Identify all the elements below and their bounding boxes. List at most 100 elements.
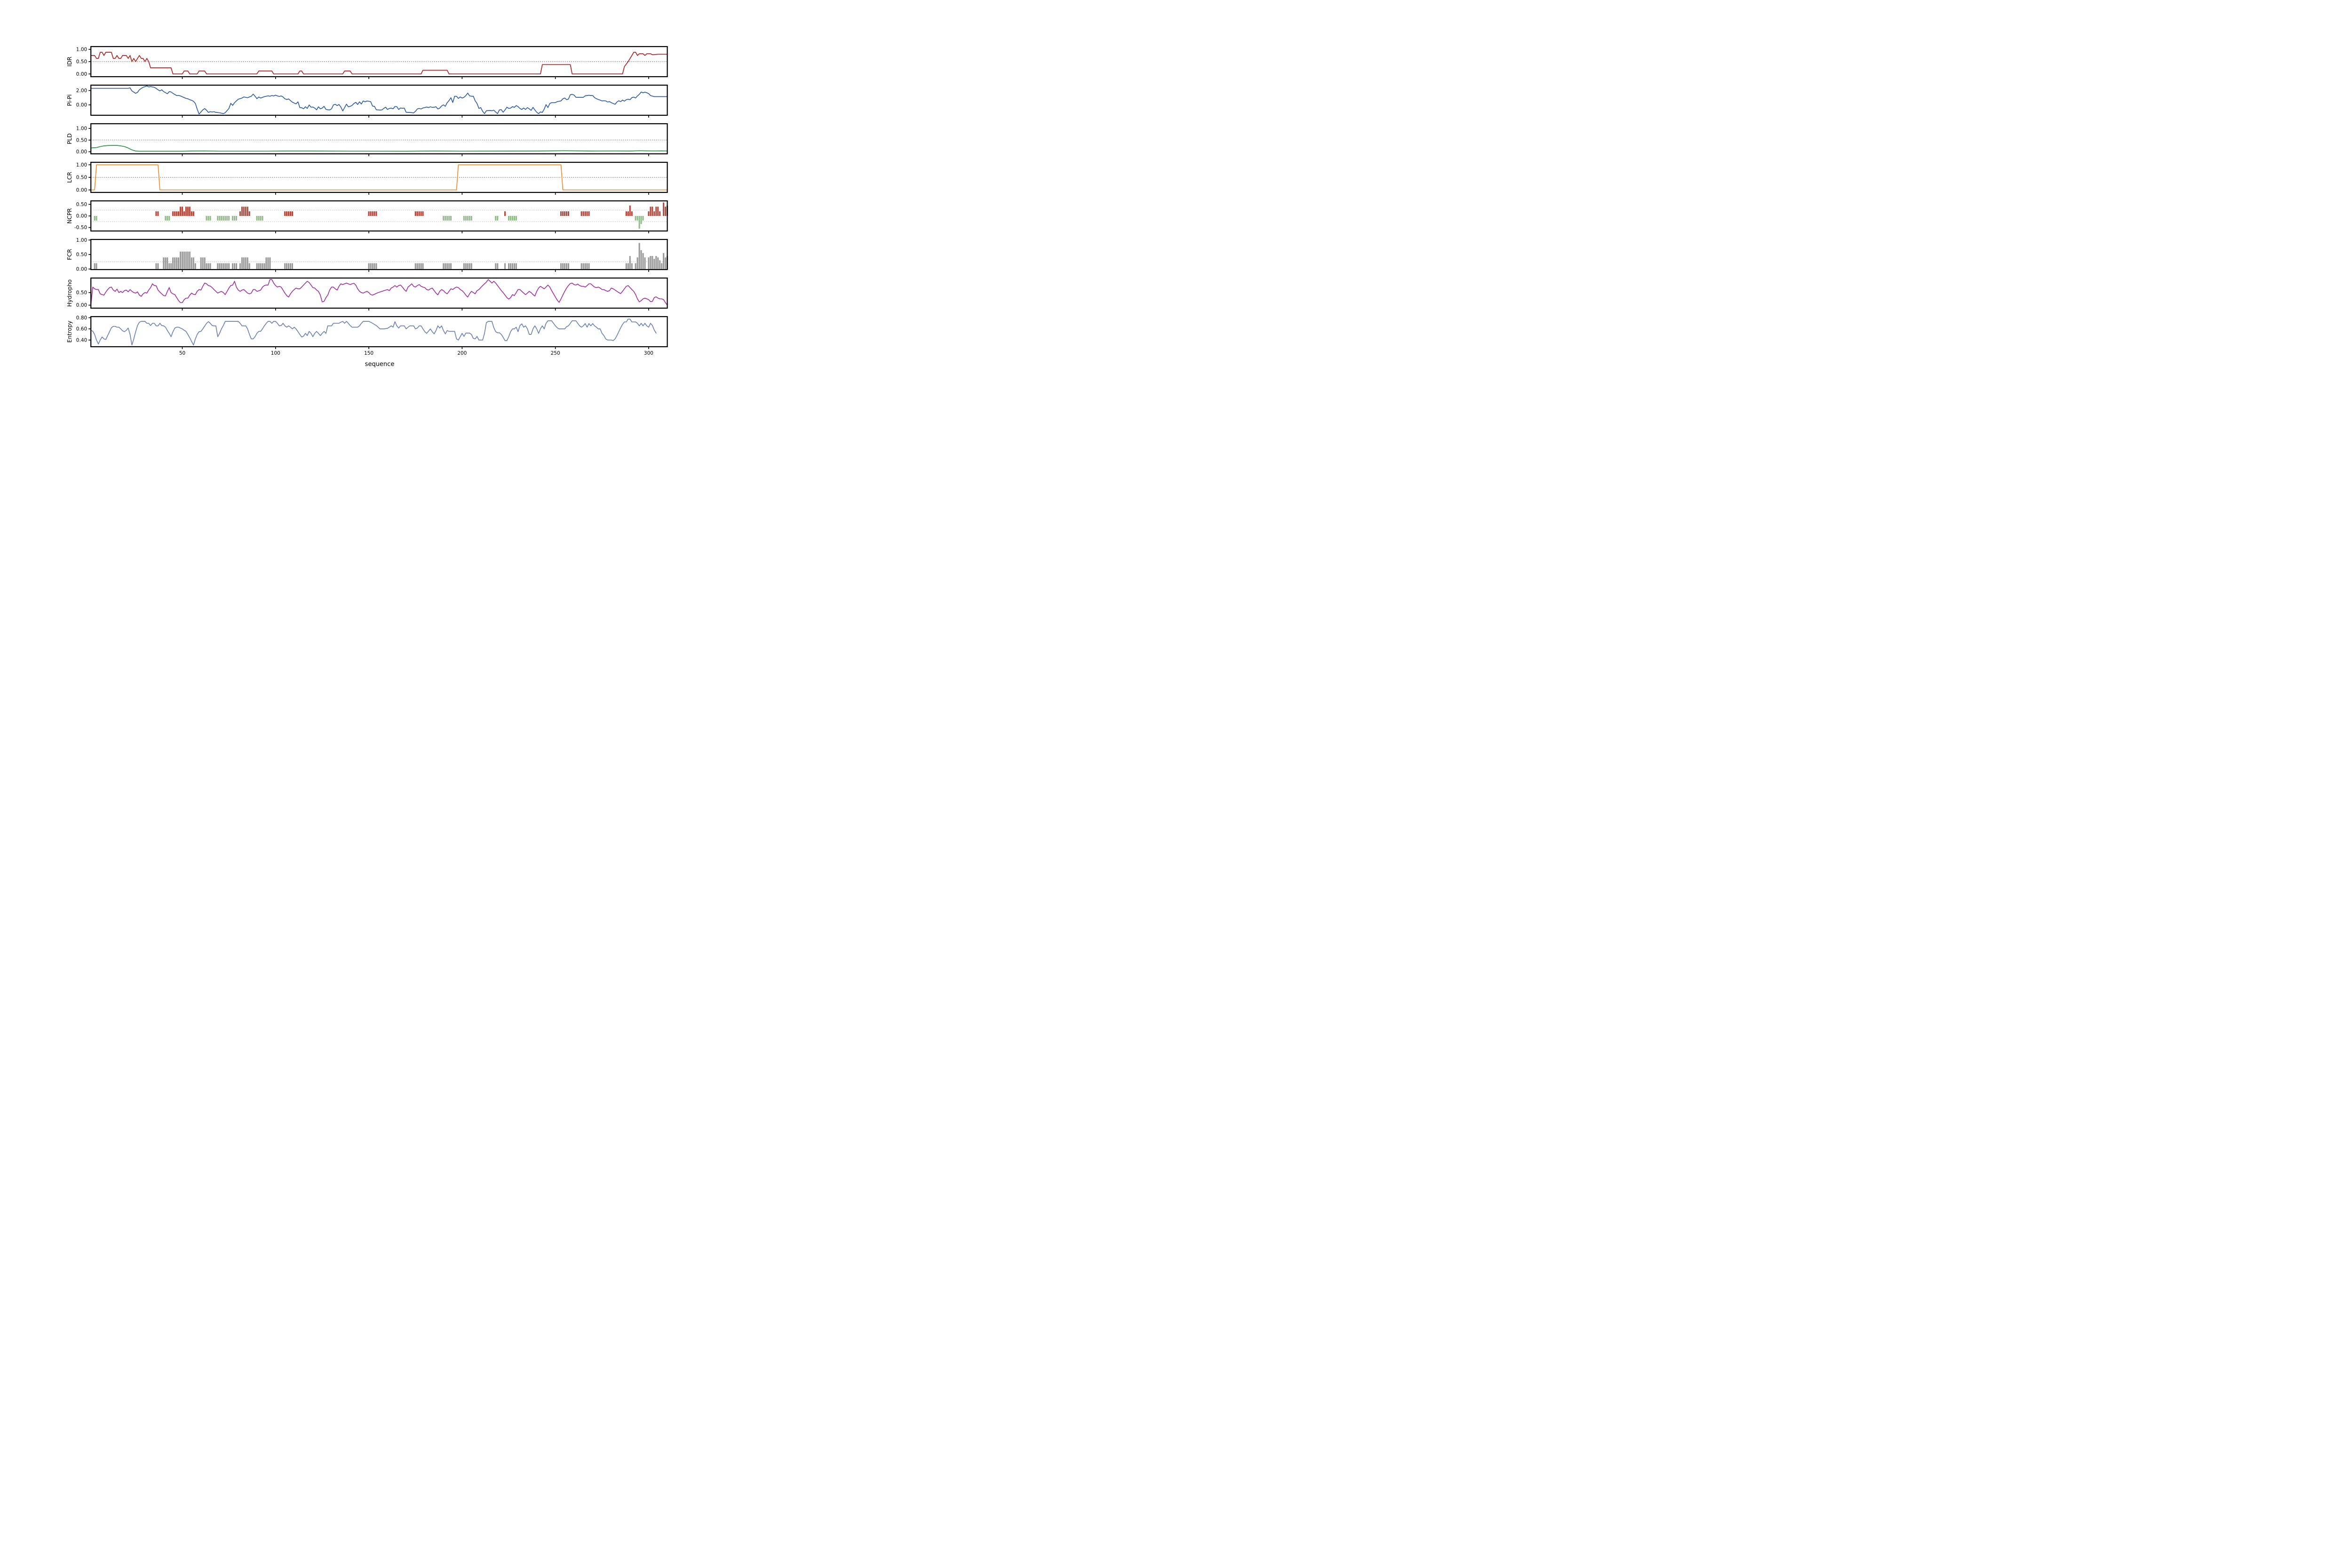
fcr-bar bbox=[648, 257, 650, 269]
ncpr-bar bbox=[627, 211, 629, 216]
fcr-bar bbox=[562, 263, 564, 269]
fcr-bar bbox=[221, 263, 222, 269]
ncpr-bar bbox=[288, 211, 290, 216]
x-tick-label: 150 bbox=[364, 350, 373, 356]
ncpr-bar bbox=[469, 216, 470, 221]
ncpr-bar bbox=[463, 216, 465, 221]
fcr-bar bbox=[375, 263, 377, 269]
fcr-bar bbox=[625, 263, 627, 269]
fcr-bar bbox=[497, 263, 499, 269]
fcr-bar bbox=[185, 251, 187, 269]
fcr-bar bbox=[224, 263, 226, 269]
fcr-bar bbox=[448, 263, 450, 269]
fcr-bar bbox=[236, 263, 238, 269]
ncpr-bar bbox=[450, 216, 452, 221]
ncpr-bar bbox=[226, 216, 228, 221]
ncpr-bar bbox=[657, 207, 659, 216]
fcr-bar bbox=[222, 263, 224, 269]
idr-line bbox=[90, 52, 668, 75]
y-tick-label-fcr: 0.00 bbox=[76, 266, 87, 272]
ncpr-bar bbox=[256, 216, 258, 221]
ncpr-bar bbox=[584, 211, 586, 216]
fcr-bar bbox=[443, 263, 445, 269]
y-tick-label-lcr: 1.00 bbox=[76, 162, 87, 168]
ncpr-bar bbox=[418, 211, 420, 216]
ncpr-bar bbox=[414, 211, 416, 216]
fcr-bar bbox=[495, 263, 497, 269]
ncpr-bar bbox=[165, 216, 167, 221]
fcr-bar bbox=[372, 263, 373, 269]
fcr-bar bbox=[94, 263, 95, 269]
y-tick-label-ncpr: 0.50 bbox=[76, 202, 87, 207]
ncpr-bar bbox=[182, 207, 183, 216]
ncpr-bar bbox=[470, 216, 472, 221]
x-tick-label: 250 bbox=[551, 350, 560, 356]
y-tick-label-entropy: 0.80 bbox=[76, 315, 87, 321]
ncpr-bar bbox=[445, 216, 446, 221]
fcr-bar bbox=[163, 257, 165, 269]
fcr-bar bbox=[174, 257, 176, 269]
ncpr-bar bbox=[515, 216, 517, 221]
ncpr-bar bbox=[511, 216, 513, 221]
fcr-bar bbox=[513, 263, 515, 269]
ncpr-bar bbox=[567, 211, 569, 216]
y-axis-label-idr: IDR bbox=[66, 56, 73, 66]
ncpr-bar bbox=[239, 211, 241, 216]
fcr-bar bbox=[183, 251, 185, 269]
figure: 1.00 0.50 0.00 IDR 2.00 0.00 Pi-Pi 1.00 0.50 0.00… bbox=[0, 0, 735, 392]
ncpr-bar bbox=[180, 207, 182, 216]
ncpr-bar bbox=[665, 207, 667, 216]
fcr-bar bbox=[638, 243, 640, 269]
fcr-bar bbox=[567, 263, 569, 269]
y-axis-label-lcr: LCR bbox=[66, 172, 73, 183]
ncpr-bar bbox=[648, 211, 650, 216]
fcr-bar bbox=[288, 263, 290, 269]
fcr-bar bbox=[627, 263, 629, 269]
ncpr-bar bbox=[631, 211, 633, 216]
ncpr-bar bbox=[234, 216, 236, 221]
ncpr-bar bbox=[638, 216, 640, 229]
fcr-bar bbox=[655, 256, 657, 269]
fcr-bar bbox=[263, 263, 265, 269]
y-axis-label-ncpr: NCPR bbox=[66, 208, 73, 224]
fcr-bar bbox=[219, 263, 221, 269]
fcr-bar bbox=[191, 257, 192, 269]
fcr-bar bbox=[511, 263, 513, 269]
y-tick-label-idr: 0.50 bbox=[76, 59, 87, 65]
fcr-bar bbox=[504, 263, 506, 269]
fcr-bar bbox=[642, 253, 644, 269]
fcr-bar bbox=[180, 251, 182, 269]
ncpr-bar bbox=[228, 216, 230, 221]
ncpr-bar bbox=[243, 207, 245, 216]
fcr-bar bbox=[239, 263, 241, 269]
fcr-bar bbox=[290, 263, 292, 269]
ncpr-bar bbox=[286, 211, 288, 216]
ncpr-bar bbox=[207, 216, 209, 221]
ncpr-bar bbox=[95, 216, 97, 221]
ncpr-bar bbox=[246, 207, 248, 216]
ncpr-bar bbox=[448, 216, 450, 221]
fcr-bar bbox=[422, 263, 424, 269]
ncpr-bar bbox=[217, 216, 219, 221]
ncpr-bar bbox=[562, 211, 564, 216]
fcr-bar bbox=[167, 257, 168, 269]
ncpr-bar bbox=[635, 216, 636, 221]
fcr-bar bbox=[665, 257, 667, 269]
y-tick-label-fcr: 1.00 bbox=[76, 238, 87, 243]
ncpr-bar bbox=[653, 211, 655, 216]
y-tick-label-idr: 0.00 bbox=[76, 72, 87, 77]
ncpr-bar bbox=[206, 216, 207, 221]
ncpr-bar bbox=[222, 216, 224, 221]
ncpr-bar bbox=[372, 211, 373, 216]
ncpr-bar bbox=[167, 216, 168, 221]
fcr-bar bbox=[157, 263, 159, 269]
lcr-line bbox=[90, 164, 668, 191]
fcr-bar bbox=[470, 263, 472, 269]
fcr-bar bbox=[582, 263, 584, 269]
pipi-line bbox=[90, 85, 668, 115]
y-axis-label-fcr: FCR bbox=[66, 249, 73, 260]
fcr-bar bbox=[209, 263, 211, 269]
fcr-bar bbox=[182, 251, 183, 269]
